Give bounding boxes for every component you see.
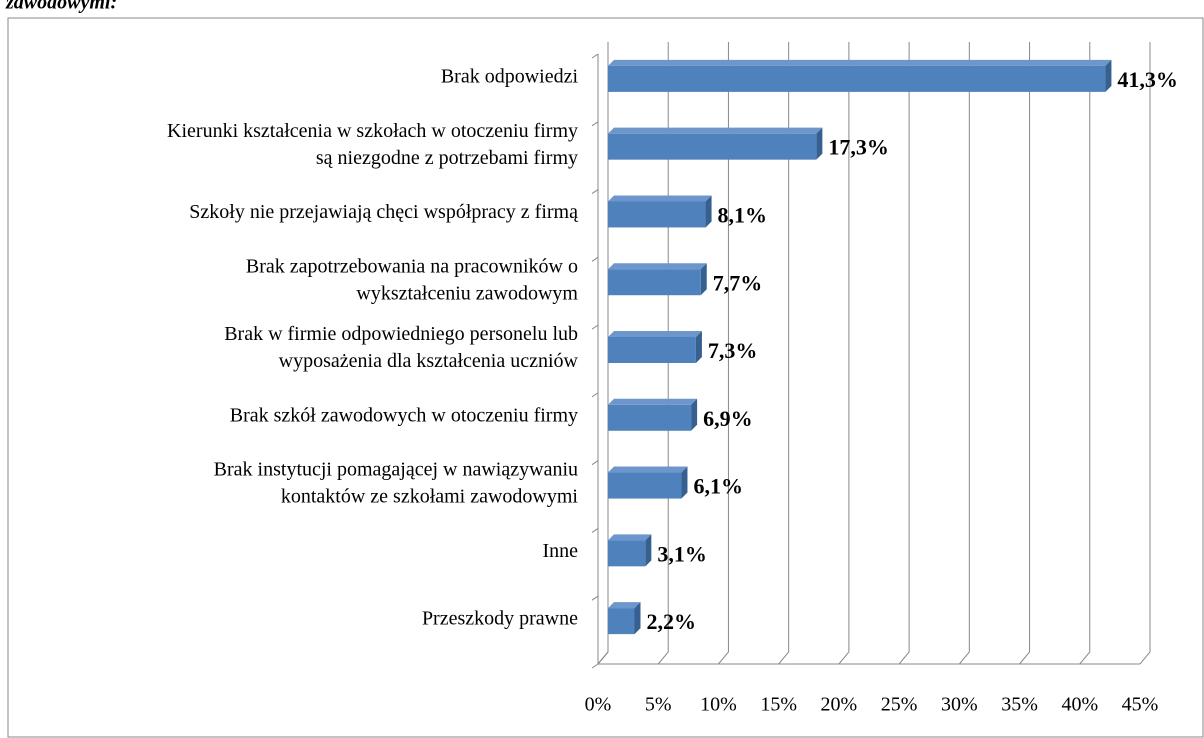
bar-side (634, 602, 641, 635)
y-tick (591, 528, 599, 533)
bar-front (608, 133, 817, 160)
data-label: 6,1% (693, 474, 743, 499)
bar-top (608, 534, 652, 541)
data-label: 3,1% (657, 541, 707, 566)
grid-line (958, 42, 970, 665)
bar-side (695, 331, 702, 363)
x-tick-label: 45% (1122, 694, 1159, 716)
bar-front (608, 608, 635, 635)
x-tick-label: 20% (821, 694, 858, 716)
bar-side (691, 398, 698, 431)
y-tick-label: Brak odpowiedzi (441, 65, 579, 87)
y-tick (591, 256, 599, 262)
bar-top (608, 398, 698, 405)
grid-line (778, 42, 790, 665)
x-tick-label: 40% (1061, 694, 1098, 716)
grid-line (718, 42, 729, 665)
bar-side (645, 534, 652, 567)
chart-frame (7, 17, 1204, 738)
bar (608, 602, 641, 635)
bar-front (608, 540, 646, 567)
bar-top (608, 263, 707, 270)
data-label: 7,3% (708, 338, 758, 363)
bar-top (608, 195, 712, 202)
x-tick-label: 10% (700, 694, 737, 716)
y-tick-label: Inne (542, 540, 578, 562)
bar-top (608, 127, 823, 134)
bar-top (608, 602, 641, 609)
grid-line (597, 42, 609, 665)
y-tick-label: są niezgodne z potrzebami firmy (316, 147, 578, 169)
bar-front (608, 472, 682, 499)
bar (608, 331, 702, 363)
grid-line (1079, 42, 1091, 665)
y-tick (591, 189, 599, 194)
grid-line (1019, 42, 1031, 665)
bar-front (608, 404, 692, 431)
y-tick (591, 460, 599, 466)
bar-top (608, 331, 702, 337)
data-label: 41,3% (1117, 67, 1178, 92)
y-tick-label: Brak instytucji pomagającej w nawiązywan… (214, 459, 578, 481)
y-tick-label: Brak zapotrzebowania na pracowników o (246, 255, 578, 277)
x-tick-label: 5% (645, 694, 672, 716)
y-tick (591, 121, 599, 127)
bar (608, 127, 823, 160)
bar-top (608, 59, 1112, 66)
x-tick-label: 0% (585, 694, 612, 716)
bar-front (608, 65, 1106, 92)
bar (608, 59, 1112, 92)
bar-front (608, 269, 701, 296)
bar-side (816, 127, 823, 160)
y-tick-label: wykształceniu zawodowym (356, 282, 578, 304)
grid-line (657, 42, 669, 665)
bar-side (700, 263, 707, 296)
data-label: 8,1% (718, 202, 768, 227)
bar (608, 466, 688, 499)
bar-side (705, 195, 712, 228)
data-label: 7,7% (713, 270, 763, 295)
data-label: 17,3% (828, 135, 889, 160)
chart-title: zawodowymi: (5, 0, 117, 14)
x-tick-label: 30% (941, 694, 978, 716)
data-label: 2,2% (646, 609, 696, 634)
y-tick-label: Brak szkół zawodowych w otoczeniu firmy (230, 404, 578, 426)
y-tick-label: Kierunki kształcenia w szkołach w otocze… (167, 120, 578, 142)
x-tick-label: 25% (881, 694, 918, 716)
y-tick (591, 392, 599, 398)
bar (608, 263, 707, 296)
y-tick-label: Brak w firmie odpowiedniego personelu lu… (224, 323, 578, 345)
y-tick-label: Szkoły nie przejawiają chęci współpracy … (189, 201, 579, 223)
x-tick-label: 35% (1001, 694, 1038, 716)
grid-line (1139, 42, 1151, 665)
bar-side (681, 466, 688, 499)
grid-line (838, 42, 850, 665)
y-tick (591, 595, 599, 601)
bar-side (1105, 59, 1112, 92)
y-tick (591, 663, 599, 669)
bar-top (608, 466, 688, 473)
grid-line (898, 42, 910, 665)
y-tick-label: kontaktów ze szkołami zawodowymi (281, 486, 579, 508)
bar-front (608, 337, 696, 363)
bar-front (608, 201, 706, 228)
y-tick (591, 324, 599, 330)
y-tick-label: Przeszkody prawne (422, 608, 578, 630)
bar (608, 398, 698, 431)
data-label: 6,9% (703, 406, 753, 431)
y-tick-label: wyposażenia dla kształcenia uczniów (279, 350, 579, 372)
x-tick-label: 15% (760, 694, 797, 716)
y-tick (591, 53, 599, 59)
bar (608, 534, 652, 567)
bar (608, 195, 712, 228)
